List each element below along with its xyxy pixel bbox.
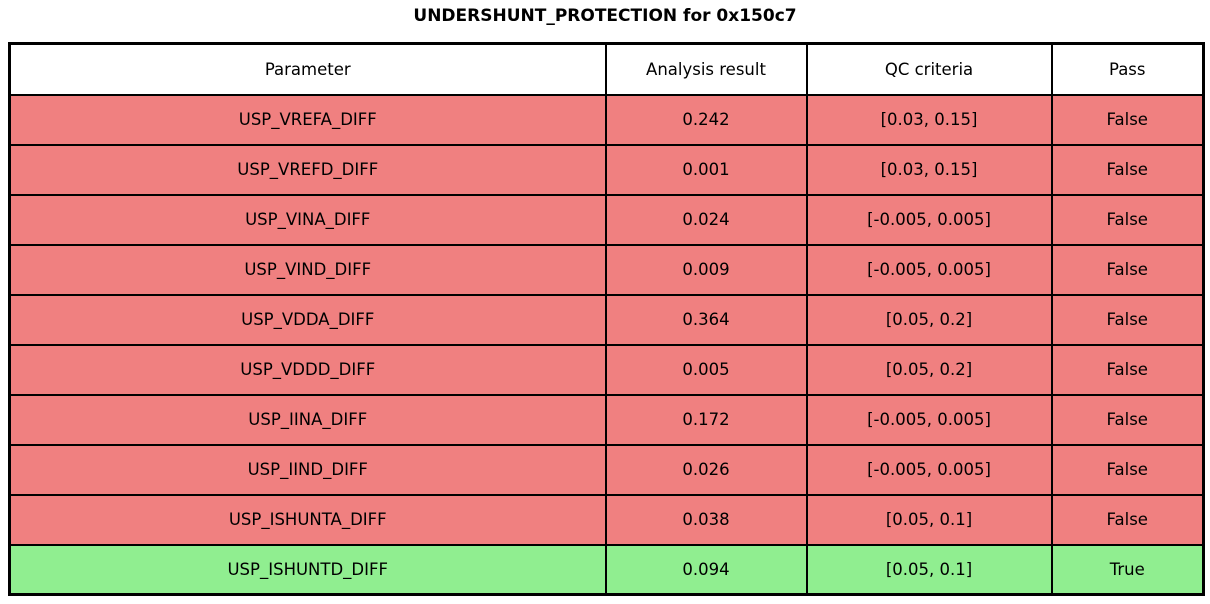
criteria-cell: [0.05, 0.1] — [805, 493, 1053, 546]
pass-cell: False — [1050, 493, 1205, 546]
table-row: USP_VINA_DIFF 0.024 [-0.005, 0.005] False — [8, 193, 1205, 246]
pass-cell: False — [1050, 143, 1205, 196]
pass-cell: True — [1050, 543, 1205, 596]
criteria-cell: [0.03, 0.15] — [805, 143, 1053, 196]
parameter-cell: USP_ISHUNTD_DIFF — [8, 543, 607, 596]
criteria-cell: [-0.005, 0.005] — [805, 243, 1053, 296]
result-cell: 0.009 — [604, 243, 808, 296]
header-row: Parameter Analysis result QC criteria Pa… — [8, 42, 1205, 96]
page-title: UNDERSHUNT_PROTECTION for 0x150c7 — [413, 6, 797, 26]
pass-cell: False — [1050, 193, 1205, 246]
parameter-cell: USP_IIND_DIFF — [8, 443, 607, 496]
parameter-cell: USP_ISHUNTA_DIFF — [8, 493, 607, 546]
pass-cell: False — [1050, 443, 1205, 496]
table-row: USP_VDDD_DIFF 0.005 [0.05, 0.2] False — [8, 343, 1205, 396]
criteria-cell: [0.05, 0.2] — [805, 343, 1053, 396]
parameter-cell: USP_VDDD_DIFF — [8, 343, 607, 396]
header-parameter: Parameter — [8, 42, 607, 96]
pass-cell: False — [1050, 393, 1205, 446]
pass-cell: False — [1050, 243, 1205, 296]
criteria-cell: [0.05, 0.1] — [805, 543, 1053, 596]
pass-cell: False — [1050, 93, 1205, 146]
qc-results-table: Parameter Analysis result QC criteria Pa… — [8, 42, 1205, 596]
table-row: USP_IINA_DIFF 0.172 [-0.005, 0.005] False — [8, 393, 1205, 446]
criteria-cell: [0.05, 0.2] — [805, 293, 1053, 346]
result-cell: 0.364 — [604, 293, 808, 346]
result-cell: 0.026 — [604, 443, 808, 496]
result-cell: 0.242 — [604, 93, 808, 146]
result-cell: 0.005 — [604, 343, 808, 396]
criteria-cell: [0.03, 0.15] — [805, 93, 1053, 146]
table-row: USP_VIND_DIFF 0.009 [-0.005, 0.005] False — [8, 243, 1205, 296]
header-qc-criteria: QC criteria — [805, 42, 1053, 96]
result-cell: 0.001 — [604, 143, 808, 196]
parameter-cell: USP_VREFA_DIFF — [8, 93, 607, 146]
parameter-cell: USP_VREFD_DIFF — [8, 143, 607, 196]
pass-cell: False — [1050, 293, 1205, 346]
parameter-cell: USP_VINA_DIFF — [8, 193, 607, 246]
pass-cell: False — [1050, 343, 1205, 396]
table-header: Parameter Analysis result QC criteria Pa… — [8, 42, 1205, 96]
criteria-cell: [-0.005, 0.005] — [805, 393, 1053, 446]
result-cell: 0.024 — [604, 193, 808, 246]
result-cell: 0.038 — [604, 493, 808, 546]
criteria-cell: [-0.005, 0.005] — [805, 443, 1053, 496]
table-row: USP_VREFA_DIFF 0.242 [0.03, 0.15] False — [8, 93, 1205, 146]
header-pass: Pass — [1050, 42, 1205, 96]
table-row: USP_ISHUNTD_DIFF 0.094 [0.05, 0.1] True — [8, 543, 1205, 596]
header-analysis-result: Analysis result — [604, 42, 808, 96]
parameter-cell: USP_VDDA_DIFF — [8, 293, 607, 346]
parameter-cell: USP_VIND_DIFF — [8, 243, 607, 296]
result-cell: 0.172 — [604, 393, 808, 446]
table-row: USP_VDDA_DIFF 0.364 [0.05, 0.2] False — [8, 293, 1205, 346]
criteria-cell: [-0.005, 0.005] — [805, 193, 1053, 246]
table-row: USP_IIND_DIFF 0.026 [-0.005, 0.005] False — [8, 443, 1205, 496]
table-row: USP_VREFD_DIFF 0.001 [0.03, 0.15] False — [8, 143, 1205, 196]
result-cell: 0.094 — [604, 543, 808, 596]
table-body: USP_VREFA_DIFF 0.242 [0.03, 0.15] False USP_… — [8, 93, 1205, 596]
parameter-cell: USP_IINA_DIFF — [8, 393, 607, 446]
table-row: USP_ISHUNTA_DIFF 0.038 [0.05, 0.1] False — [8, 493, 1205, 546]
